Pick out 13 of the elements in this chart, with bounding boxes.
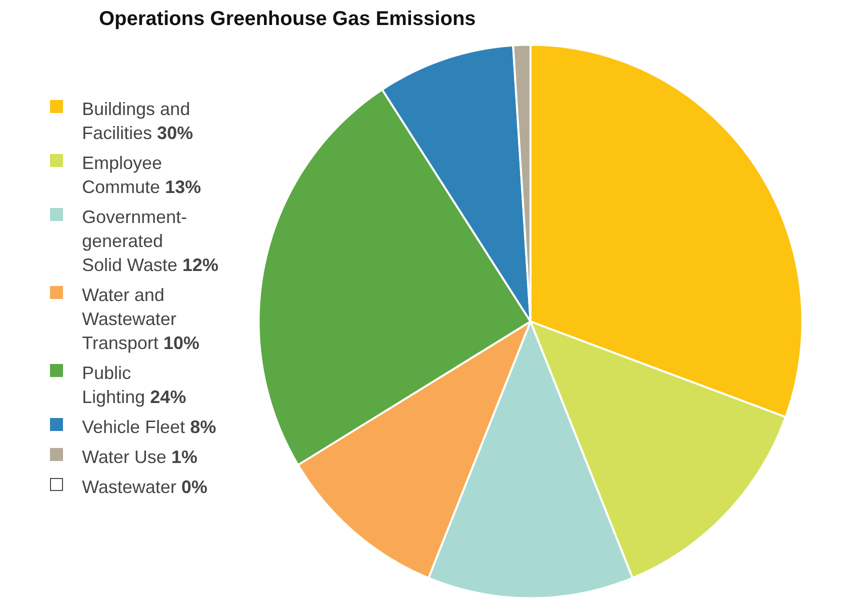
data-label: 8%	[190, 417, 216, 437]
chart-title: Operations Greenhouse Gas Emissions	[99, 8, 476, 30]
legend-label: Wastewater	[82, 477, 176, 497]
data-label: 30%	[157, 123, 194, 143]
data-label: 10%	[163, 333, 200, 353]
legend-label: Vehicle Fleet	[82, 417, 186, 437]
text: 0%	[181, 477, 208, 497]
legend-label: Employee Commute	[82, 153, 162, 197]
data-label: 1%	[171, 447, 198, 467]
data-label: 24%	[150, 387, 186, 407]
legend-label: Water Use	[82, 447, 166, 467]
legend-label: Public Lighting	[82, 363, 146, 407]
data-label: 13%	[165, 177, 202, 197]
